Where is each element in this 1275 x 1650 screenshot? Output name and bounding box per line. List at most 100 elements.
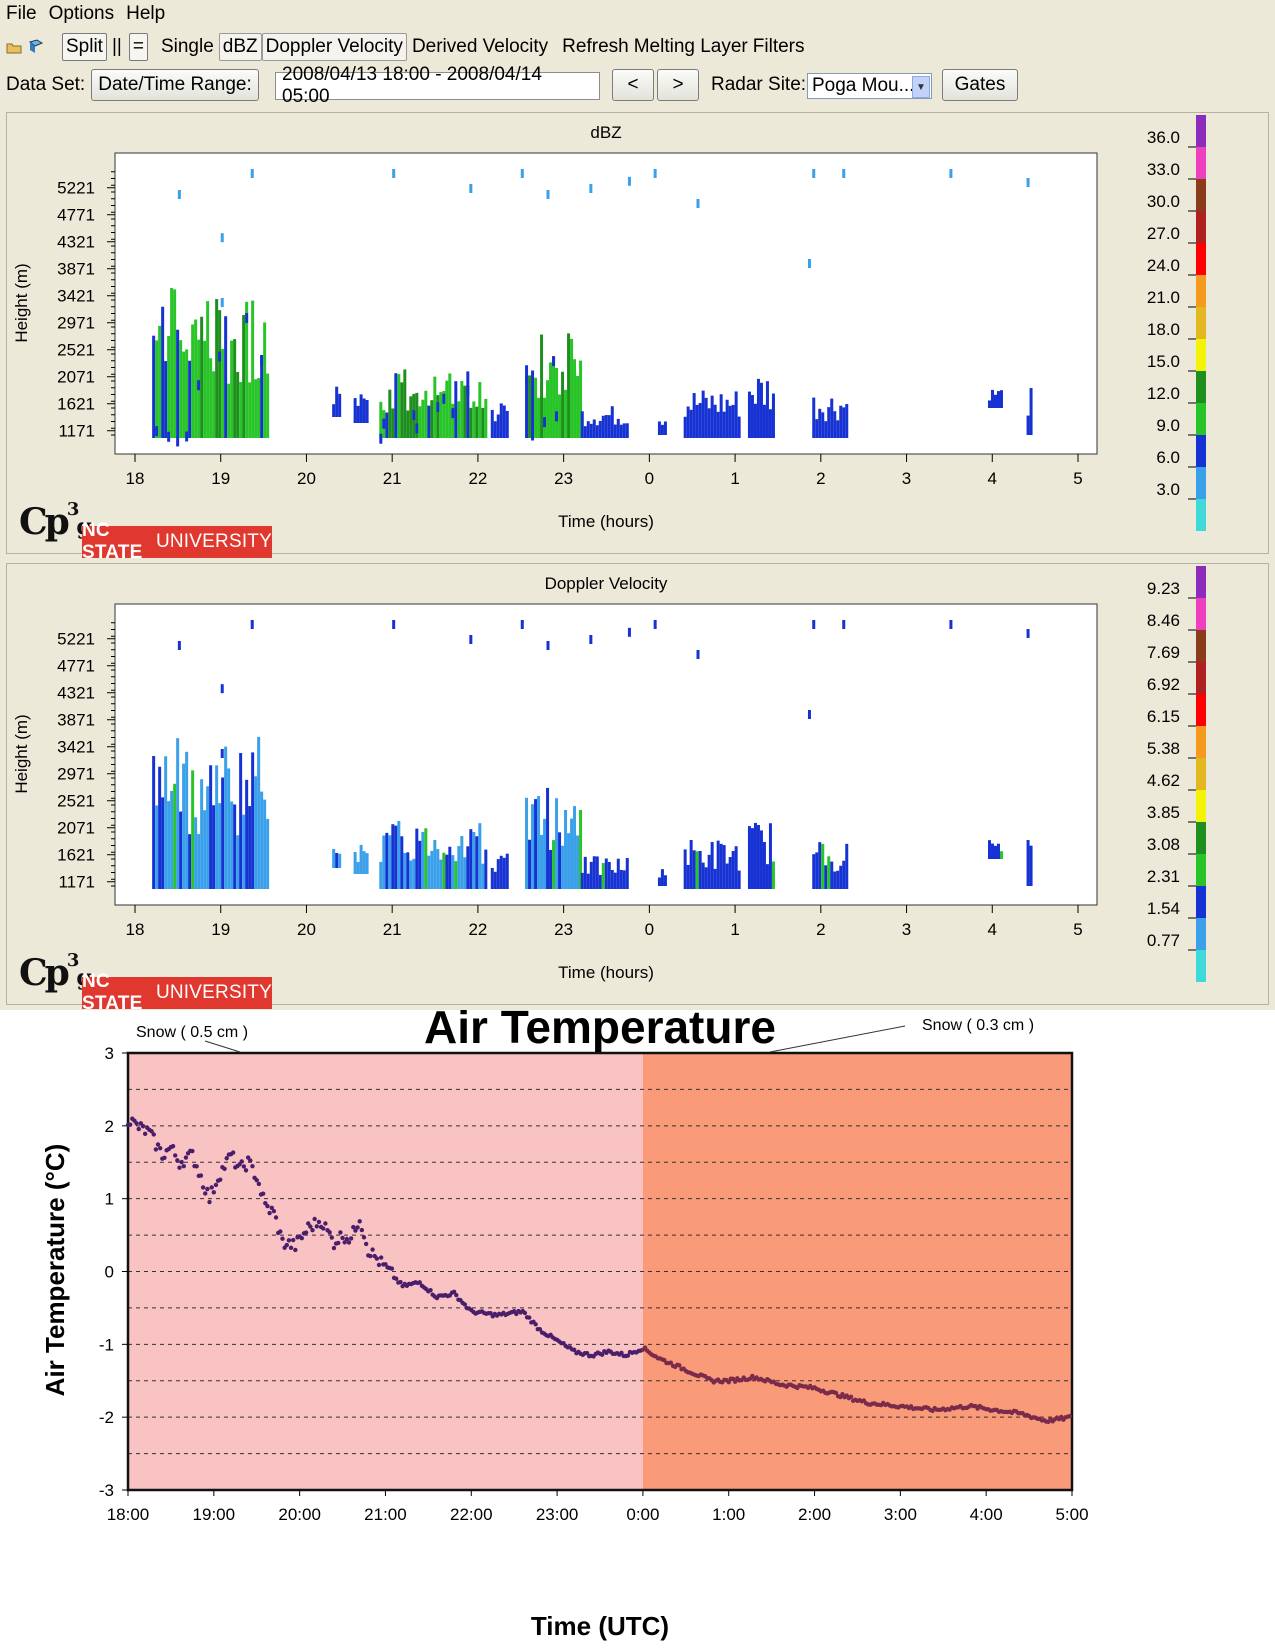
echo-column <box>406 852 410 889</box>
next-button[interactable]: > <box>657 69 699 101</box>
echo-column <box>999 851 1003 859</box>
echo-column <box>573 806 577 889</box>
temperature-point <box>280 1236 285 1241</box>
echo-column <box>490 867 494 889</box>
echo-column <box>759 382 763 438</box>
sparse-return <box>949 620 953 629</box>
colorbar-segment <box>1196 662 1206 694</box>
mode-single[interactable]: Single <box>160 36 214 57</box>
sparse-return <box>842 169 846 178</box>
sparse-return <box>696 199 700 208</box>
echo-column <box>695 851 699 889</box>
mode-dbz[interactable]: dBZ <box>218 33 262 61</box>
echo-region <box>683 390 741 438</box>
sparse-return <box>842 620 846 629</box>
x-tick-label: 19 <box>211 920 230 939</box>
book-icon[interactable] <box>28 39 44 55</box>
melting-layer-button[interactable]: Melting Layer <box>633 36 748 57</box>
chevron-down-icon[interactable]: ▼ <box>912 76 930 98</box>
sparse-return <box>250 620 254 629</box>
temperature-point <box>533 1322 538 1327</box>
colorbar-label: 6.0 <box>1156 448 1180 467</box>
echo-column <box>224 746 228 889</box>
echo-column <box>203 340 207 438</box>
previous-button[interactable]: < <box>612 69 654 101</box>
echo-column <box>463 857 467 889</box>
temperature-point <box>361 1235 367 1240</box>
x-tick-label: 0:00 <box>626 1505 659 1524</box>
x-tick-label: 21 <box>383 920 402 939</box>
radar-site-select[interactable]: Poga Mou... ▼ <box>807 73 932 99</box>
echo-column <box>616 858 620 889</box>
echo-column <box>421 399 425 438</box>
echo-column <box>839 865 843 889</box>
x-axis-label: Time (hours) <box>558 963 654 982</box>
datetime-range-button[interactable]: Date/Time Range: <box>91 69 259 101</box>
colorbar-segment <box>1196 371 1206 403</box>
sparse-return <box>250 169 254 178</box>
echo-column <box>528 839 532 889</box>
colorbar-label: 6.92 <box>1147 675 1180 694</box>
echo-column <box>493 871 497 889</box>
parallel-button[interactable]: || <box>111 36 122 57</box>
echo-column <box>230 801 234 889</box>
filters-button[interactable]: Filters <box>752 36 805 57</box>
refresh-button[interactable]: Refresh <box>562 36 629 57</box>
echo-column <box>152 756 156 889</box>
y-tick-label: 2971 <box>57 765 95 784</box>
echo-column <box>753 403 757 438</box>
echo-column <box>227 383 231 438</box>
temperature-point <box>344 1236 350 1242</box>
echo-column <box>242 315 246 438</box>
echo-column <box>549 362 553 438</box>
echo-region <box>490 853 509 889</box>
radar-site-value: Poga Mou... <box>812 75 915 96</box>
echo-column <box>579 809 583 889</box>
split-button[interactable]: Split <box>62 33 107 61</box>
echo-column <box>580 411 584 438</box>
echo-column <box>359 844 363 874</box>
gates-button[interactable]: Gates <box>942 69 1018 101</box>
x-tick-label: 23 <box>554 920 573 939</box>
x-tick-label: 3 <box>902 920 911 939</box>
annotation-snow-2: Snow ( 0.3 cm ) <box>922 1017 1034 1034</box>
x-tick-label: 19:00 <box>193 1505 236 1524</box>
echo-column <box>218 310 222 438</box>
echo-column <box>266 818 270 889</box>
datetime-range-field[interactable]: 2008/04/13 18:00 - 2008/04/14 05:00 <box>275 64 600 107</box>
echo-region <box>379 369 488 444</box>
echo-column <box>839 405 843 438</box>
echo-column <box>161 797 165 889</box>
equal-button[interactable]: = <box>128 33 148 61</box>
echo-column <box>601 862 605 889</box>
menu-help[interactable]: Help <box>126 3 166 24</box>
echo-column <box>710 395 714 438</box>
echo-column <box>589 423 593 438</box>
echo-column <box>451 855 455 889</box>
open-folder-icon[interactable] <box>6 39 22 55</box>
mode-doppler-velocity[interactable]: Doppler Velocity <box>261 33 407 61</box>
colorbar-segment <box>1196 179 1206 211</box>
echo-column <box>436 395 440 438</box>
temperature-point <box>363 1241 369 1247</box>
x-tick-label: 3:00 <box>884 1505 917 1524</box>
menu-options[interactable]: Options <box>48 3 115 24</box>
echo-column <box>338 393 342 417</box>
temperature-point <box>155 1142 161 1147</box>
echo-column <box>167 335 171 438</box>
echo-cell <box>555 411 559 422</box>
echo-column <box>245 779 249 889</box>
temperature-point <box>254 1177 259 1183</box>
echo-column <box>233 339 237 438</box>
sparse-return <box>812 169 816 178</box>
echo-column <box>616 418 620 438</box>
echo-column <box>716 411 720 438</box>
echo-column <box>531 370 535 438</box>
echo-column <box>765 381 769 438</box>
x-tick-label: 18 <box>126 920 145 939</box>
temperature-point <box>218 1177 223 1182</box>
echo-cell <box>218 351 222 362</box>
menu-file[interactable]: File <box>6 3 37 24</box>
mode-derived-velocity[interactable]: Derived Velocity <box>411 36 549 57</box>
temperature-point <box>668 1360 673 1365</box>
